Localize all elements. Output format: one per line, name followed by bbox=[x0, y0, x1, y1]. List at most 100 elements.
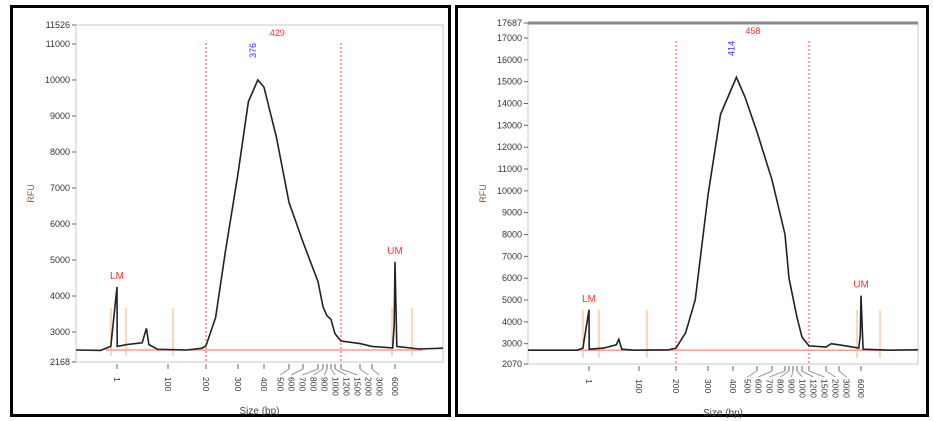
x-tick-label: 600 bbox=[753, 379, 763, 393]
x-tick-label: 1 bbox=[584, 379, 594, 384]
x-tick-leader bbox=[758, 370, 773, 378]
y-tick-label: 17687 bbox=[497, 18, 522, 28]
average-size-label: 429 bbox=[270, 28, 285, 38]
x-tick-leader bbox=[323, 368, 328, 376]
x-tick-leader bbox=[359, 368, 369, 376]
y-tick-label: 4000 bbox=[502, 317, 522, 327]
y-tick-label: 2070 bbox=[502, 359, 522, 369]
x-tick-label: 700 bbox=[764, 379, 774, 393]
x-tick-label: 800 bbox=[775, 379, 785, 393]
y-axis-label: RFU bbox=[478, 184, 488, 203]
y-tick-label: 11526 bbox=[46, 20, 70, 30]
electropherogram-panel-1: 2168 3000 4000 5000 6000 7000 8000 9000 10000 110… bbox=[10, 5, 451, 417]
x-tick-label: 800 bbox=[308, 377, 318, 391]
peak-size-label: 376 bbox=[248, 43, 258, 58]
x-tick-label: 300 bbox=[703, 379, 713, 393]
y-tick-label: 3000 bbox=[50, 327, 70, 337]
y-tick-label: 10000 bbox=[497, 186, 522, 196]
x-tick-label: 1500 bbox=[352, 377, 362, 396]
x-tick-leader bbox=[825, 370, 836, 378]
x-tick-label: 200 bbox=[671, 379, 681, 393]
y-tick-label: 17000 bbox=[497, 33, 522, 43]
y-axis-label: RFU bbox=[26, 184, 36, 203]
x-tick-leader bbox=[302, 368, 319, 376]
peak-size-label: 414 bbox=[726, 41, 736, 56]
x-tick-label: 1000 bbox=[797, 379, 807, 398]
plot-area bbox=[527, 22, 919, 365]
average-size-label: 458 bbox=[745, 26, 760, 36]
y-tick-label: 9000 bbox=[50, 111, 70, 121]
x-tick-label: 6000 bbox=[856, 379, 866, 398]
trace-line bbox=[75, 78, 444, 352]
y-tick-label: 12000 bbox=[497, 142, 522, 152]
x-tick-leader bbox=[280, 368, 290, 376]
y-tick-label: 8000 bbox=[502, 230, 522, 240]
y-tick-label: 6000 bbox=[502, 273, 522, 283]
x-tick-leader bbox=[838, 370, 847, 378]
x-tick-leader bbox=[334, 368, 347, 376]
chart-svg-1: 2168300040005000600070008000900010000110… bbox=[26, 20, 444, 417]
y-tick-label: 5000 bbox=[50, 255, 70, 265]
x-tick-leader bbox=[801, 370, 814, 378]
y-tick-label: 9000 bbox=[502, 208, 522, 218]
x-tick-label: 3000 bbox=[841, 379, 851, 398]
x-tick-label: 2000 bbox=[363, 377, 373, 396]
x-tick-label: 500 bbox=[275, 377, 285, 391]
x-tick-leader bbox=[796, 370, 803, 378]
x-tick-label: 600 bbox=[286, 377, 296, 391]
plot-area bbox=[75, 24, 444, 363]
x-tick-leader bbox=[340, 368, 358, 376]
x-tick-label: 1200 bbox=[808, 379, 818, 398]
x-tick-leader bbox=[330, 368, 336, 376]
marker-label: UM bbox=[387, 246, 403, 257]
x-tick-label: 1200 bbox=[341, 377, 351, 396]
x-tick-leader bbox=[808, 370, 825, 378]
x-tick-leader bbox=[313, 368, 324, 376]
x-tick-label: 2000 bbox=[830, 379, 840, 398]
x-tick-leader bbox=[790, 370, 794, 378]
marker-label: UM bbox=[853, 280, 869, 291]
x-tick-label: 6000 bbox=[390, 377, 400, 396]
x-tick-label: 500 bbox=[742, 379, 752, 393]
x-tick-leader bbox=[291, 368, 304, 376]
x-tick-leader bbox=[780, 370, 790, 378]
x-tick-label: 400 bbox=[259, 377, 269, 391]
x-tick-label: 100 bbox=[163, 377, 173, 391]
x-tick-label: 200 bbox=[201, 377, 211, 391]
x-tick-label: 300 bbox=[233, 377, 243, 391]
x-axis-label: Size (bp) bbox=[703, 408, 743, 419]
x-tick-label: 1 bbox=[112, 377, 122, 382]
trace-line bbox=[528, 75, 919, 352]
y-tick-label: 5000 bbox=[502, 295, 522, 305]
y-tick-label: 14000 bbox=[497, 99, 522, 109]
x-tick-label: 900 bbox=[786, 379, 796, 393]
marker-label: LM bbox=[110, 271, 124, 282]
y-tick-label: 11000 bbox=[46, 39, 70, 49]
y-tick-label: 4000 bbox=[50, 291, 70, 301]
x-tick-leader bbox=[371, 368, 380, 376]
x-tick-leader bbox=[747, 370, 758, 378]
x-axis-label: Size (bp) bbox=[239, 406, 279, 417]
x-tick-leader bbox=[769, 370, 786, 378]
electropherogram-panel-2: 2070 3000 4000 5000 6000 7000 8000 9000 10000 110… bbox=[455, 5, 929, 419]
y-tick-label: 11000 bbox=[498, 164, 522, 174]
y-tick-label: 2168 bbox=[50, 357, 70, 367]
y-tick-label: 13000 bbox=[497, 120, 522, 130]
y-tick-label: 10000 bbox=[45, 75, 70, 85]
y-tick-label: 7000 bbox=[50, 183, 70, 193]
y-tick-label: 8000 bbox=[50, 147, 70, 157]
y-tick-label: 6000 bbox=[50, 219, 70, 229]
x-tick-label: 400 bbox=[728, 379, 738, 393]
y-tick-label: 7000 bbox=[502, 251, 522, 261]
marker-label: LM bbox=[582, 294, 596, 305]
chart-svg-2: 2070300040005000600070008000900010000110… bbox=[478, 18, 919, 419]
x-tick-label: 1500 bbox=[819, 379, 829, 398]
x-tick-label: 900 bbox=[319, 377, 329, 391]
y-tick-label: 3000 bbox=[502, 339, 522, 349]
x-tick-label: 100 bbox=[634, 379, 644, 393]
x-tick-label: 3000 bbox=[374, 377, 384, 396]
x-tick-label: 700 bbox=[297, 377, 307, 391]
y-tick-label: 16000 bbox=[497, 55, 522, 65]
y-tick-label: 15000 bbox=[497, 77, 522, 87]
x-tick-label: 1000 bbox=[330, 377, 340, 396]
